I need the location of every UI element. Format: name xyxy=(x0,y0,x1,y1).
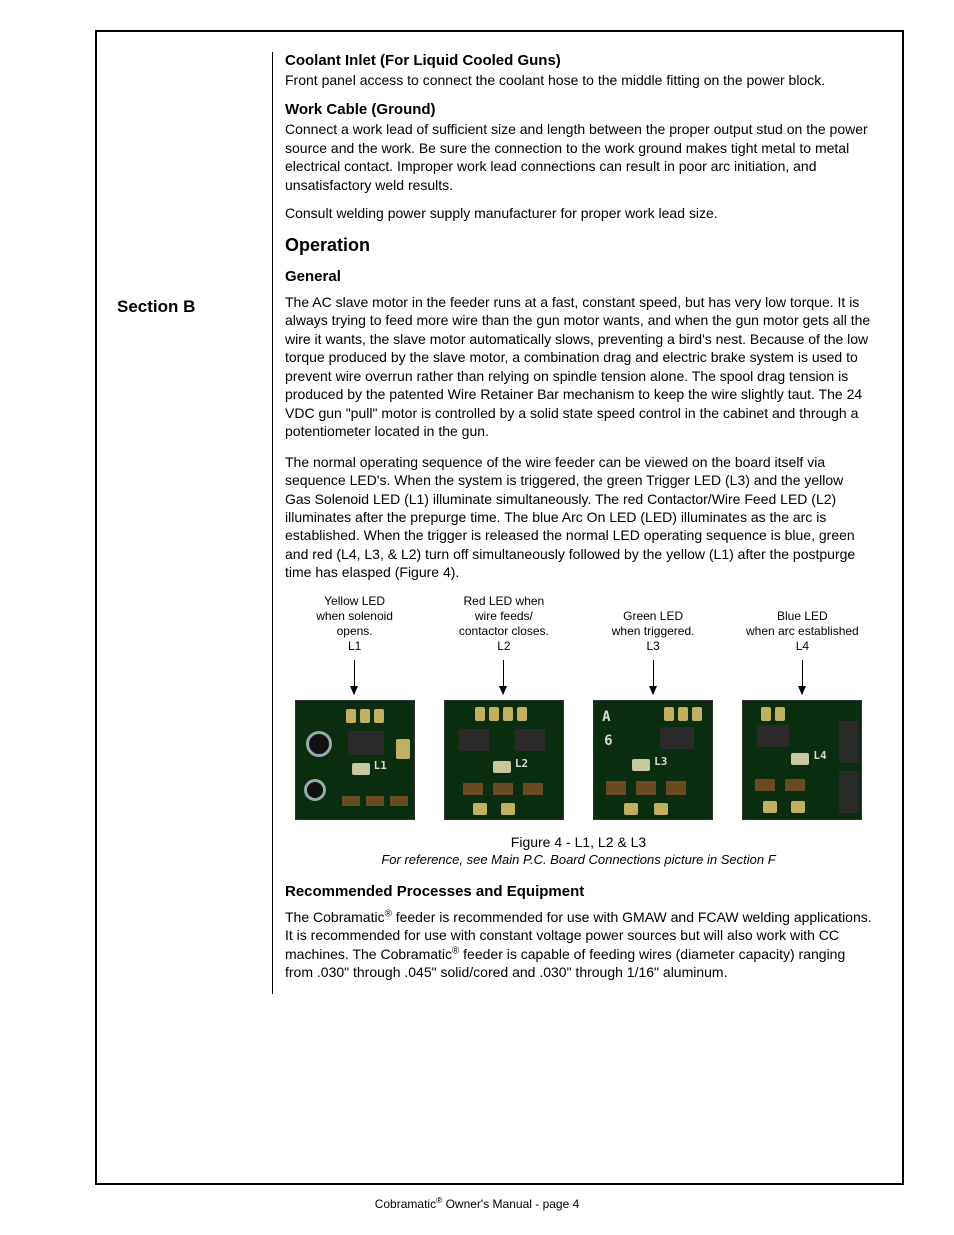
led-item-l4: Blue LED when arc established L4 L4 xyxy=(733,594,872,820)
footer-post: Owner's Manual - page 4 xyxy=(442,1197,579,1211)
right-column: Coolant Inlet (For Liquid Cooled Guns) F… xyxy=(272,52,872,994)
operation-heading: Operation xyxy=(285,235,872,256)
workcable-body1: Connect a work lead of sufficient size a… xyxy=(285,120,872,194)
footer-pre: Cobramatic xyxy=(375,1197,436,1211)
pcb-image-l3: A 6 L3 xyxy=(593,700,713,820)
recommended-heading: Recommended Processes and Equipment xyxy=(285,883,872,900)
led-item-l2: Red LED when wire feeds/ contactor close… xyxy=(434,594,573,820)
figure-caption: Figure 4 - L1, L2 & L3 xyxy=(285,834,872,850)
led-row: Yellow LED when solenoid opens. L1 xyxy=(285,594,872,820)
coolant-body: Front panel access to connect the coolan… xyxy=(285,71,872,89)
led-l4-line2: when arc established xyxy=(746,624,859,638)
led-l4-line3: L4 xyxy=(796,639,809,653)
led-l2-line1: Red LED when xyxy=(464,594,545,608)
led-caption-l2: Red LED when wire feeds/ contactor close… xyxy=(434,594,573,656)
led-caption-l1: Yellow LED when solenoid opens. L1 xyxy=(285,594,424,656)
left-column: Section B xyxy=(117,52,272,994)
figure-subcaption: For reference, see Main P.C. Board Conne… xyxy=(285,852,872,867)
led-l3-line3: L3 xyxy=(646,639,659,653)
coolant-heading: Coolant Inlet (For Liquid Cooled Guns) xyxy=(285,52,872,69)
pcb-image-l1: L1 xyxy=(295,700,415,820)
arrow-down-icon xyxy=(354,660,355,694)
arrow-down-icon xyxy=(802,660,803,694)
page-frame: Section B Coolant Inlet (For Liquid Cool… xyxy=(95,30,904,1185)
workcable-heading: Work Cable (Ground) xyxy=(285,101,872,118)
workcable-body2: Consult welding power supply manufacture… xyxy=(285,204,872,222)
rec-pre: The Cobramatic xyxy=(285,909,385,925)
page-footer: Cobramatic® Owner's Manual - page 4 xyxy=(0,1195,954,1211)
led-l1-line1: Yellow LED xyxy=(324,594,385,608)
led-l3-line2: when triggered. xyxy=(612,624,695,638)
reg-mark-icon: ® xyxy=(385,908,392,919)
content-wrap: Section B Coolant Inlet (For Liquid Cool… xyxy=(97,32,902,1014)
arrow-down-icon xyxy=(653,660,654,694)
led-l3-line1: Green LED xyxy=(623,609,683,623)
operation-p2: The normal operating sequence of the wir… xyxy=(285,453,872,582)
operation-p1: The AC slave motor in the feeder runs at… xyxy=(285,293,872,441)
led-caption-l3: Green LED when triggered. L3 xyxy=(584,594,723,656)
led-l2-line2: wire feeds/ xyxy=(475,609,533,623)
led-item-l3: Green LED when triggered. L3 A 6 L3 xyxy=(584,594,723,820)
recommended-body: The Cobramatic® feeder is recommended fo… xyxy=(285,908,872,982)
led-caption-l4: Blue LED when arc established L4 xyxy=(733,594,872,656)
led-item-l1: Yellow LED when solenoid opens. L1 xyxy=(285,594,424,820)
section-b-label: Section B xyxy=(117,297,272,317)
pcb-image-l2: L2 xyxy=(444,700,564,820)
led-l4-line1: Blue LED xyxy=(777,609,828,623)
led-l1-line2: when solenoid xyxy=(316,609,393,623)
general-heading: General xyxy=(285,268,872,285)
led-l1-line3: opens. xyxy=(337,624,373,638)
led-l2-line3: contactor closes. xyxy=(459,624,549,638)
led-l1-line4: L1 xyxy=(348,639,361,653)
arrow-down-icon xyxy=(503,660,504,694)
pcb-image-l4: L4 xyxy=(742,700,862,820)
led-l2-line4: L2 xyxy=(497,639,510,653)
